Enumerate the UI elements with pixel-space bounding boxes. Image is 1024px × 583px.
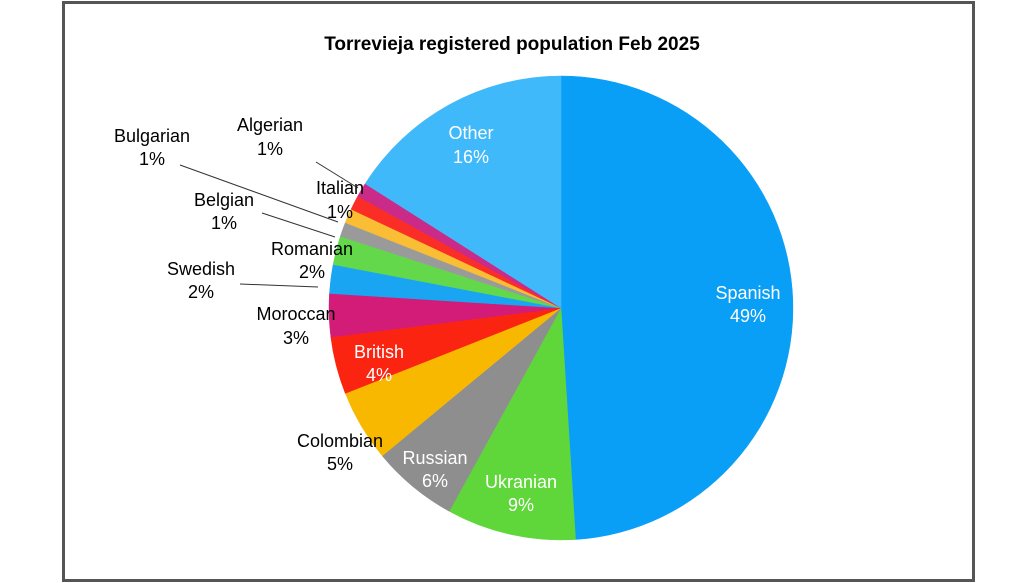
pie-slice-spanish <box>560 75 794 540</box>
leader-line-algerian <box>315 161 359 189</box>
leader-line-bulgarian <box>179 164 339 223</box>
slice-label-russian: Russian <box>402 448 467 468</box>
slice-label-italian: Italian <box>316 178 364 198</box>
slice-pct-colombian: 5% <box>327 454 353 474</box>
slice-pct-romanian: 2% <box>299 262 325 282</box>
pie-slice-other <box>364 75 562 309</box>
slice-label-swedish: Swedish <box>167 259 235 279</box>
slice-pct-russian: 6% <box>422 471 448 491</box>
slice-label-algerian: Algerian <box>237 115 303 135</box>
slice-label-bulgarian: Bulgarian <box>114 126 190 146</box>
slice-pct-british: 4% <box>366 365 392 385</box>
slice-pct-belgian: 1% <box>211 213 237 233</box>
slice-pct-swedish: 2% <box>188 282 214 302</box>
slice-label-spanish: Spanish <box>715 283 780 303</box>
slice-pct-ukranian: 9% <box>508 495 534 515</box>
slice-label-moroccan: Moroccan <box>256 304 335 324</box>
pie-slice-ukranian <box>448 307 576 541</box>
chart-title: Torrevieja registered population Feb 202… <box>324 34 700 55</box>
slice-pct-spanish: 49% <box>730 306 766 326</box>
leader-line-swedish <box>239 283 319 288</box>
slice-label-other: Other <box>448 123 493 143</box>
slice-label-colombian: Colombian <box>297 431 383 451</box>
slice-pct-other: 16% <box>453 147 489 167</box>
slice-label-romanian: Romanian <box>271 239 353 259</box>
slice-pct-bulgarian: 1% <box>139 149 165 169</box>
leader-line-belgian <box>261 212 336 238</box>
slice-label-belgian: Belgian <box>194 190 254 210</box>
slice-pct-moroccan: 3% <box>283 328 309 348</box>
slice-pct-algerian: 1% <box>257 139 283 159</box>
slice-pct-italian: 1% <box>327 202 353 222</box>
slice-label-ukranian: Ukranian <box>485 472 557 492</box>
slice-label-british: British <box>354 342 404 362</box>
